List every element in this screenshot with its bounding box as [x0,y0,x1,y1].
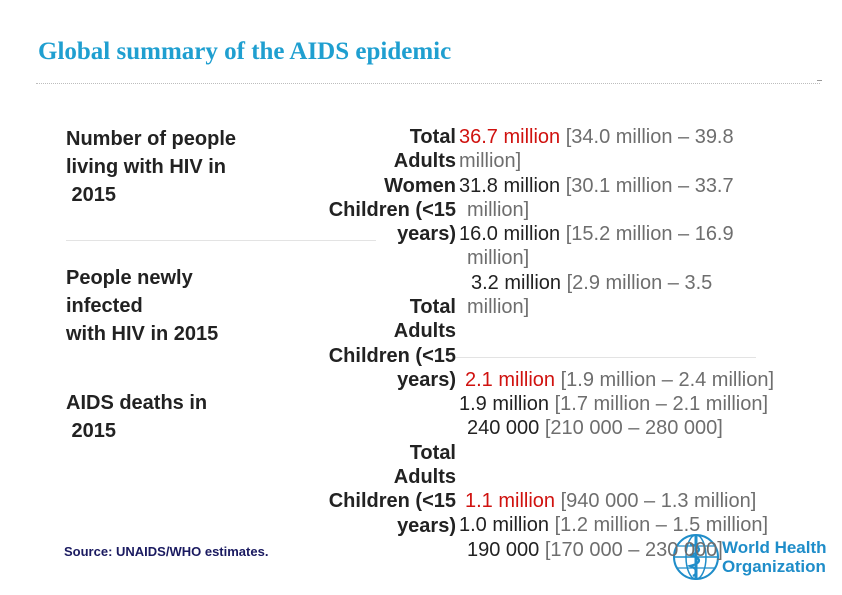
section-divider [66,240,376,241]
new-children-value: 240 000 [210 000 – 280 000] [467,417,723,439]
deaths-children-value: 190 000 [170 000 – 230 000] [467,539,723,561]
deaths-total-value: 1.1 million [940 000 – 1.3 million] [465,490,757,512]
living-children-range-cont: million] [467,296,530,318]
row-label: Adults [393,466,456,489]
living-total-value: 36.7 million [34.0 million – 39.8 [459,126,734,148]
row-label [256,246,456,270]
row-label: Children (<15 [328,490,456,513]
living-children-value: 3.2 million [2.9 million – 3.5 [471,272,713,294]
row-label: Children (<15 [328,198,456,221]
new-total-value: 2.1 million [1.9 million – 2.4 million] [465,369,775,391]
living-total-range-cont: million] [459,150,522,172]
who-emblem-icon [673,534,719,580]
row-label: Total [409,441,456,464]
new-adults-value: 1.9 million [1.7 million – 2.1 million] [459,393,769,415]
living-adults-range-cont: million] [467,199,530,221]
row-labels: Total Adults Women Children (<15 years) … [256,125,456,538]
living-women-value: 16.0 million [15.2 million – 16.9 [459,223,734,245]
source-note: Source: UNAIDS/WHO estimates. [64,544,269,559]
section-divider [456,357,756,358]
living-women-range-cont: million] [467,247,530,269]
row-label: Children (<15 [328,344,456,367]
page-title: Global summary of the AIDS epidemic [38,38,452,65]
row-label: years) [397,368,456,391]
row-label: Women [384,174,456,197]
title-divider [36,83,820,84]
row-label: Adults [393,150,456,173]
section-living-label: Number of people living with HIV in 2015 [66,128,237,206]
row-label: Total [409,126,456,148]
deaths-adults-value: 1.0 million [1.2 million – 1.5 million] [459,514,769,536]
who-logo-text: World Health Organization [722,538,827,576]
row-label: years) [397,514,456,537]
living-adults-value: 31.8 million [30.1 million – 33.7 [459,175,734,197]
row-label [256,271,456,295]
row-label: Adults [393,320,456,343]
title-divider-end [817,80,822,81]
section-deaths-label: AIDS deaths in 2015 [66,392,208,442]
row-label: Total [409,296,456,319]
row-label: years) [397,223,456,246]
row-label [256,417,456,441]
section-infected-label: People newly infected with HIV in 2015 [66,267,219,345]
row-label [256,392,456,416]
